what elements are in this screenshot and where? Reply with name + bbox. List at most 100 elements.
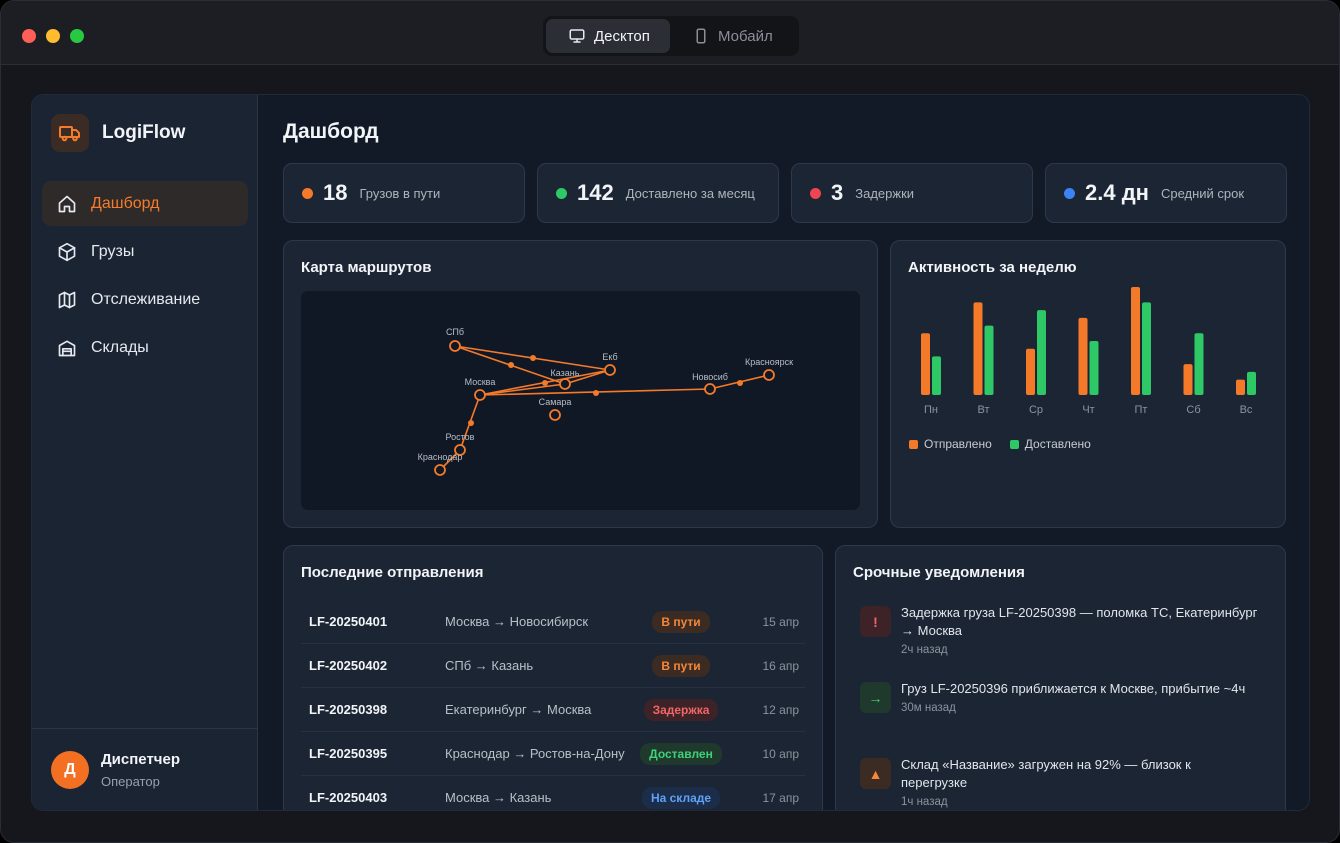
x-tick-label: Чт <box>1082 404 1094 416</box>
city-label: Красноярск <box>745 357 793 367</box>
status-dot <box>302 187 313 199</box>
city-marker[interactable] <box>549 409 561 421</box>
arrow-right-icon: → <box>860 682 891 713</box>
truck-icon <box>51 114 89 152</box>
map-icon <box>58 291 76 308</box>
maximize-window-button[interactable] <box>70 29 84 43</box>
notification-text: Груз LF-20250396 приближается к Москве, … <box>901 681 1246 696</box>
sidebar-nav: Дашборд Грузы Отслеживание Склады <box>42 181 248 373</box>
shipment-date: 16 апр <box>762 658 799 673</box>
x-tick-label: Пн <box>924 404 938 416</box>
city-marker[interactable] <box>449 340 461 352</box>
table-row[interactable]: LF-20250398 Екатеринбург → Москва Задерж… <box>301 688 805 732</box>
sidebar-item-tracking[interactable]: Отслеживание <box>42 277 248 322</box>
route-map-svg: СПб Екб Казань Москва Новосиб Красноярск… <box>418 327 793 476</box>
stat-value: 18 <box>323 180 348 205</box>
legend-swatch <box>1009 439 1019 449</box>
bar-sent <box>921 333 930 395</box>
shipment-date: 15 апр <box>762 614 799 629</box>
titlebar: Десктоп Мобайл <box>1 1 1339 65</box>
x-tick-label: Пт <box>1135 404 1148 416</box>
city-marker[interactable] <box>604 364 616 376</box>
sidebar-item-label: Склады <box>91 338 149 356</box>
notification-text: Задержка груза LF-20250398 — поломка ТС,… <box>901 605 1258 638</box>
close-window-button[interactable] <box>22 29 36 43</box>
waypoint <box>593 390 599 396</box>
stat-card-delays: 3 Задержки <box>791 163 1033 223</box>
notification-time: 30м назад <box>901 702 956 714</box>
card-title: Активность за неделю <box>908 259 1077 276</box>
shipment-route: Краснодар → Ростов-на-Дону <box>445 746 625 761</box>
status-badge: В пути <box>652 610 710 633</box>
tab-mobile[interactable]: Мобайл <box>674 19 791 53</box>
avatar: Д <box>51 750 89 789</box>
route-waypoints <box>468 355 743 426</box>
bar-sent <box>1026 348 1035 395</box>
table-row[interactable]: LF-20250401 Москва → Новосибирск В пути … <box>301 600 805 644</box>
main-content: Дашборд 18 Грузов в пути 142 Доставлено … <box>258 95 1309 810</box>
stat-card-avg-time: 2.4 дн Средний срок <box>1045 163 1287 223</box>
urgent-notifications-card: Срочные уведомления ! Задержка груза LF-… <box>835 545 1286 810</box>
waypoint <box>530 355 536 361</box>
waypoint <box>468 420 474 426</box>
bar-delivered <box>1247 371 1256 395</box>
stat-label: Задержки <box>855 185 915 201</box>
bar-delivered <box>984 325 994 395</box>
user-name: Диспетчер <box>101 750 181 768</box>
recent-shipments-card: Последние отправления LF-20250401 Москва… <box>283 545 823 810</box>
status-badge: Задержка <box>643 698 719 721</box>
minimize-window-button[interactable] <box>46 29 60 43</box>
notification-time: 1ч назад <box>901 796 948 808</box>
bar-delivered <box>932 356 941 395</box>
table-row[interactable]: LF-20250402 СПб → Казань В пути 16 апр <box>301 644 805 688</box>
notification-item[interactable]: ! Задержка груза LF-20250398 — поломка Т… <box>860 604 1260 656</box>
x-tick-label: Сб <box>1186 404 1200 416</box>
stat-value: 142 <box>577 180 614 205</box>
city-label: Ростов <box>446 432 475 442</box>
monitor-icon <box>569 29 585 43</box>
shipment-route: Екатеринбург → Москва <box>445 702 592 717</box>
city-label: Москва <box>465 377 496 387</box>
notification-item[interactable]: ▲ Склад «Название» загружен на 92% — бли… <box>860 756 1260 808</box>
city-marker[interactable] <box>474 389 486 401</box>
shipment-route: Москва → Казань <box>445 790 552 805</box>
legend-item-delivered: Доставлено <box>1009 437 1091 451</box>
city-marker[interactable] <box>559 378 571 390</box>
tab-desktop-label: Десктоп <box>594 27 650 45</box>
city-marker[interactable] <box>454 444 466 456</box>
box-icon <box>58 242 76 261</box>
route-map[interactable]: СПб Екб Казань Москва Новосиб Красноярск… <box>301 291 860 510</box>
city-marker[interactable] <box>704 383 716 395</box>
notification-text: Склад «Название» загружен на 92% — близо… <box>901 757 1191 790</box>
city-marker[interactable] <box>763 369 775 381</box>
legend-item-sent: Отправлено <box>909 437 992 451</box>
route-lines <box>439 345 770 471</box>
page-title: Дашборд <box>283 120 379 143</box>
table-row[interactable]: LF-20250403 Москва → Казань На складе 17… <box>301 776 805 810</box>
home-icon <box>58 195 76 212</box>
sidebar-item-dashboard[interactable]: Дашборд <box>42 181 248 226</box>
shipment-date: 17 апр <box>762 790 799 805</box>
tab-desktop[interactable]: Десктоп <box>546 19 670 53</box>
bar-sent <box>973 302 983 395</box>
sidebar-item-label: Грузы <box>91 242 135 260</box>
bar-delivered <box>1089 341 1099 395</box>
sidebar-item-cargo[interactable]: Грузы <box>42 229 248 274</box>
table-row[interactable]: LF-20250395 Краснодар → Ростов-на-Дону Д… <box>301 732 805 776</box>
chart-legend: Отправлено Доставлено <box>909 437 1091 451</box>
city-label: Краснодар <box>418 452 463 462</box>
bar-delivered <box>1037 310 1046 395</box>
shipment-date: 10 апр <box>762 746 799 761</box>
notification-item[interactable]: → Груз LF-20250396 приближается к Москве… <box>860 680 1260 714</box>
city-label: Новосиб <box>692 372 728 382</box>
waypoint <box>737 380 743 386</box>
sidebar-item-warehouses[interactable]: Склады <box>42 325 248 370</box>
stat-label: Грузов в пути <box>359 185 441 201</box>
warning-icon: ▲ <box>860 758 891 789</box>
legend-swatch <box>909 439 918 449</box>
user-profile[interactable]: Д Диспетчер Оператор <box>32 728 257 810</box>
city-marker[interactable] <box>434 464 446 476</box>
bar-delivered <box>1142 302 1151 395</box>
sidebar: LogiFlow Дашборд Грузы Отслеживание Ск <box>32 95 258 810</box>
city-markers <box>434 340 775 476</box>
